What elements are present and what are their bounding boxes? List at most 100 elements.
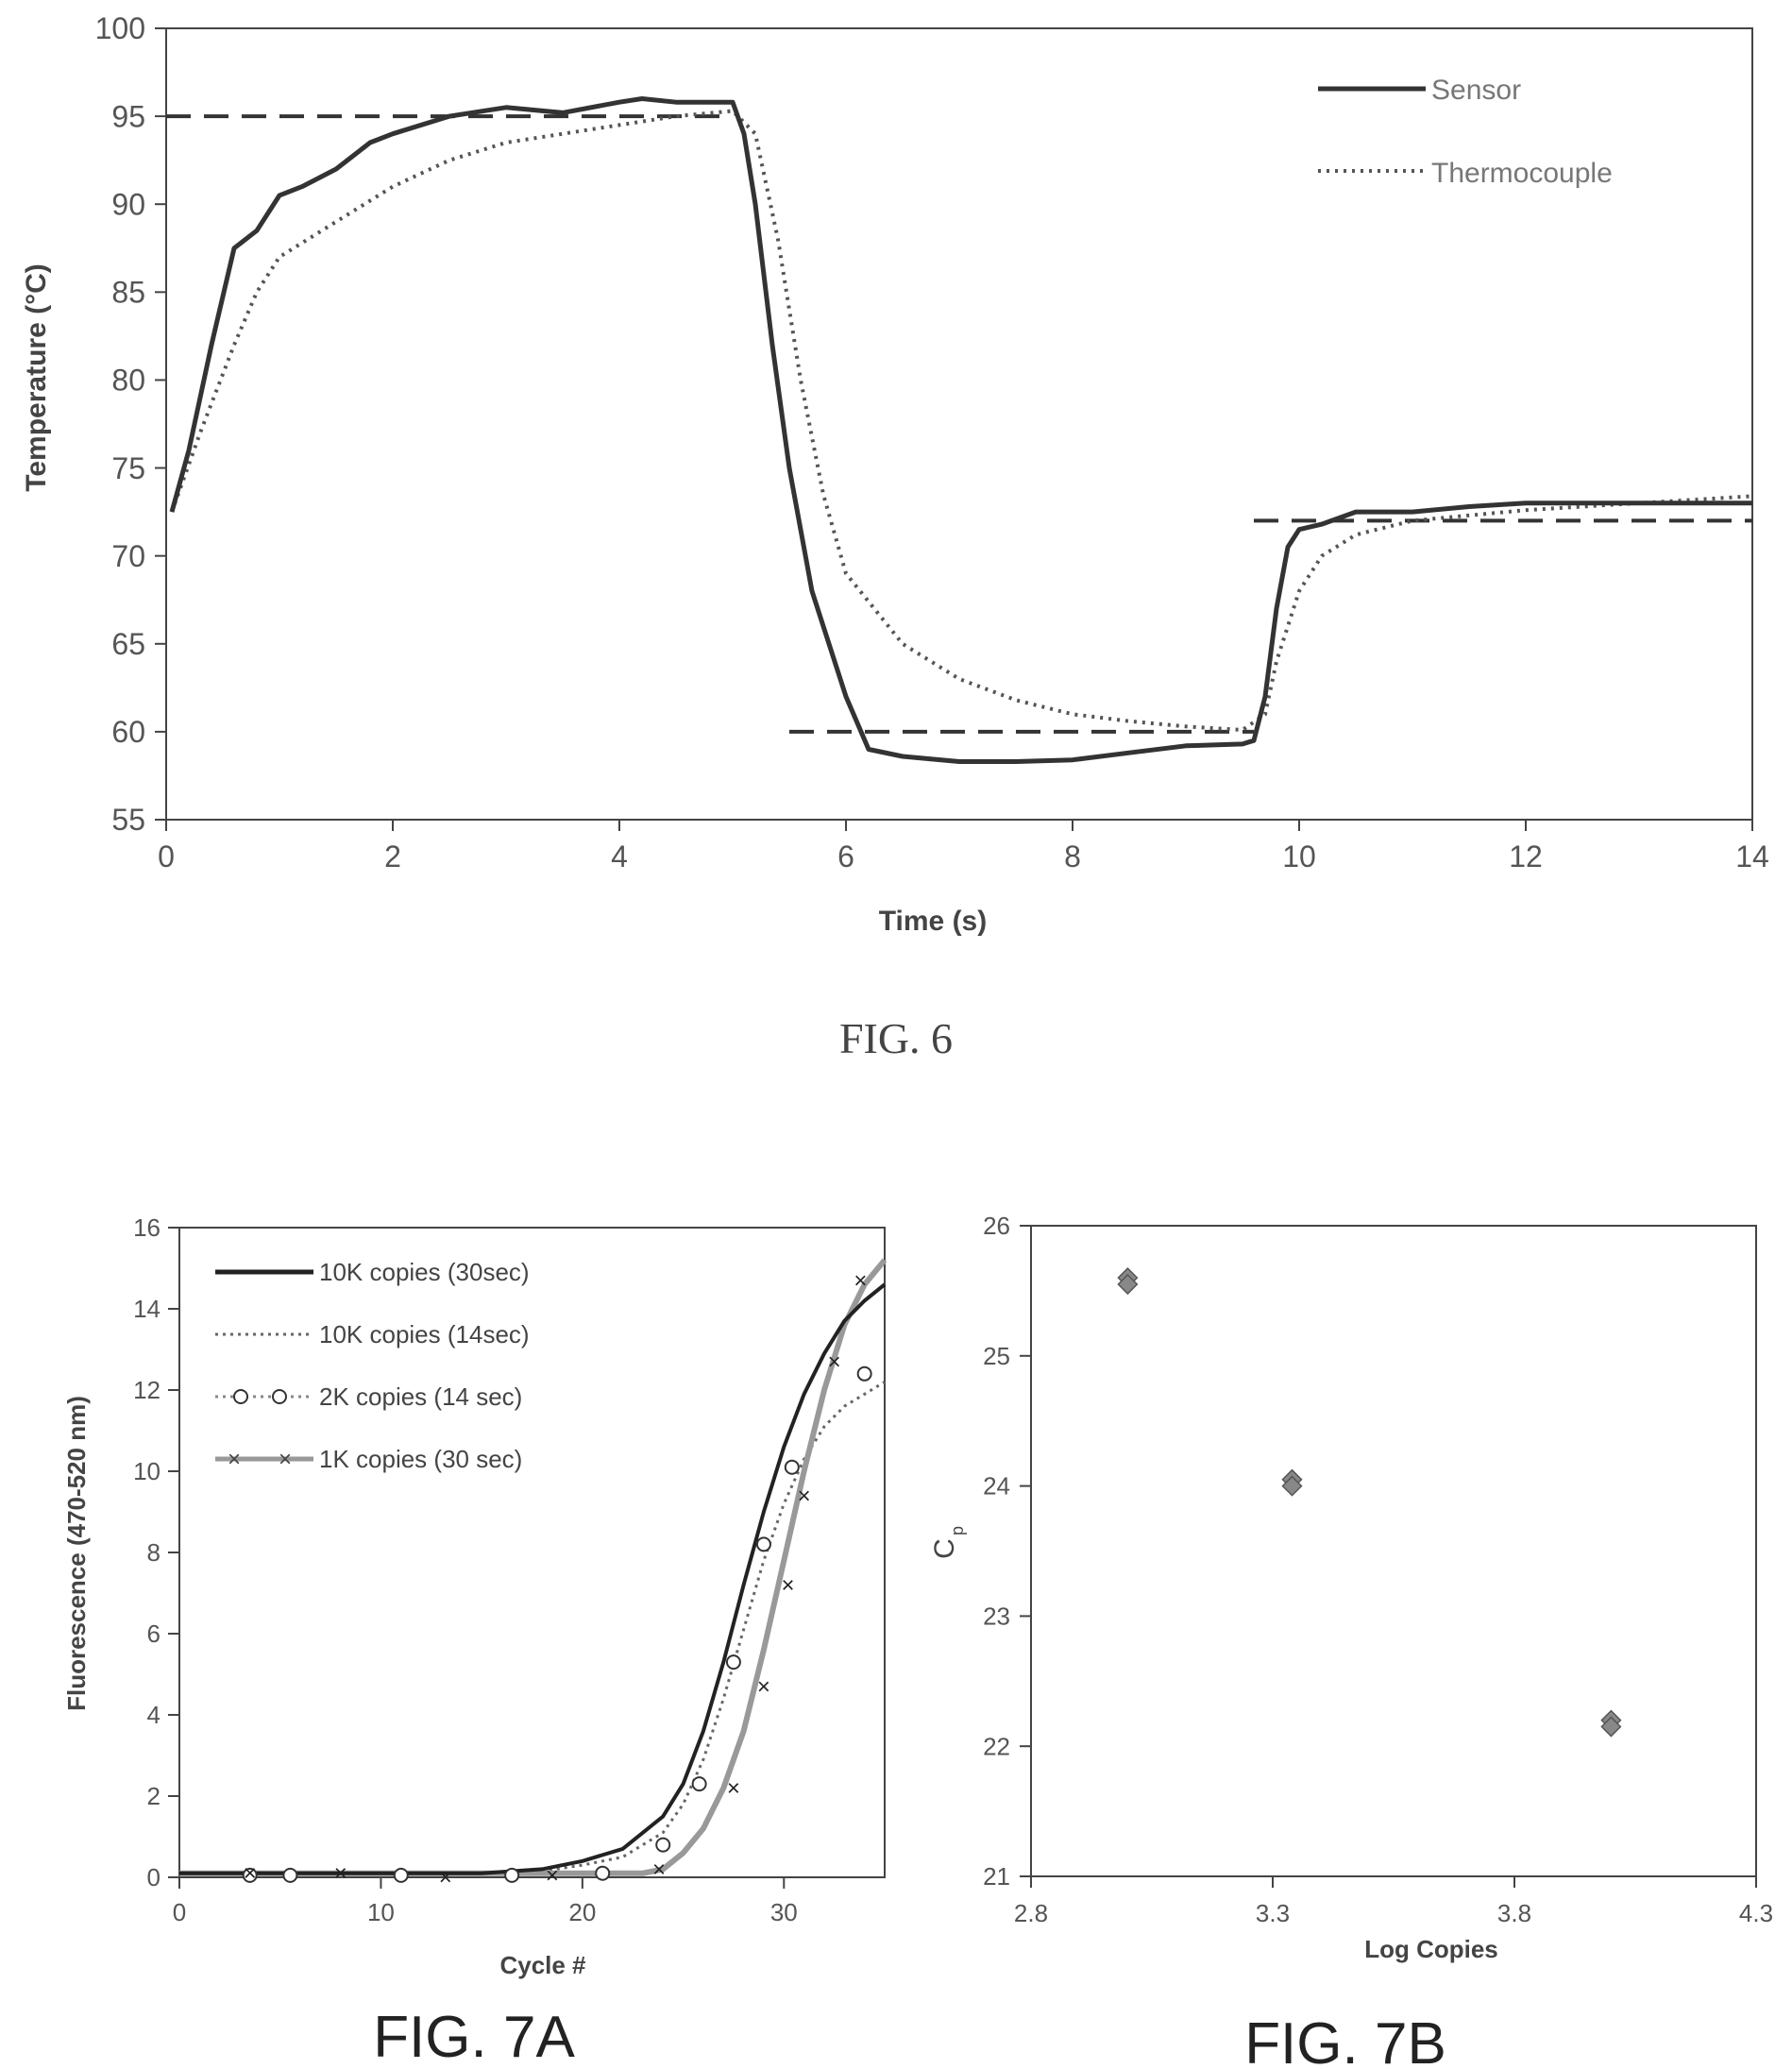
x-tick-label: 4.3 <box>1739 1899 1773 1927</box>
y-tick-label: 6 <box>147 1620 161 1648</box>
y-tick-label: 22 <box>983 1732 1010 1760</box>
marker-2k-circle <box>504 1867 520 1883</box>
series-10k-30sec <box>179 1282 887 1875</box>
marker-1k-x: × <box>546 1863 559 1889</box>
marker-1k-x: × <box>652 1857 666 1882</box>
y-tick-label: 25 <box>983 1342 1010 1370</box>
legend-label-2k-14: 2K copies (14 sec) <box>319 1382 522 1411</box>
marker-2k-circle <box>691 1776 707 1792</box>
legend-label-thermocouple: Thermocouple <box>1431 158 1613 189</box>
y-tick-label: 14 <box>133 1295 161 1323</box>
y-tick-label: 21 <box>983 1862 1010 1891</box>
y-tick-label: 10 <box>133 1457 161 1485</box>
y-tick-label: 65 <box>111 627 145 661</box>
fig6-legend: Sensor Thermocouple <box>1318 75 1613 189</box>
fig7b-caption: FIG. 7B <box>1244 2011 1446 2069</box>
fig7a-plot-frame <box>178 1227 886 1878</box>
legend-label-sensor: Sensor <box>1431 75 1521 106</box>
marker-2k-circle <box>393 1867 409 1883</box>
x-tick-label: 3.8 <box>1497 1899 1531 1927</box>
fig6-y-ticks: 55 60 65 70 75 80 85 90 95 100 <box>95 11 166 837</box>
marker-1k-x: × <box>244 1861 257 1887</box>
x-tick-label: 3.3 <box>1256 1899 1290 1927</box>
marker-1k-x: × <box>782 1572 795 1598</box>
y-tick-label: 23 <box>983 1603 1010 1631</box>
fig7b-y-axis-label: C p <box>929 1526 967 1559</box>
data-point-diamond <box>1600 1716 1622 1738</box>
marker-1k-x: × <box>828 1349 841 1375</box>
marker-1k-x: × <box>854 1268 867 1294</box>
y-tick-label: 26 <box>983 1212 1010 1240</box>
thermocouple-line <box>170 109 1753 733</box>
fig6-x-axis-label: Time (s) <box>879 906 987 937</box>
legend-marker-1k-a: × <box>228 1447 241 1472</box>
marker-2k-circle <box>856 1365 872 1382</box>
marker-2k-circle <box>655 1837 671 1853</box>
marker-1k-x: × <box>334 1861 347 1887</box>
x-tick-label: 2.8 <box>1014 1899 1048 1927</box>
y-tick-label: 60 <box>111 715 145 749</box>
x-tick-label: 4 <box>611 839 628 873</box>
marker-1k-x: × <box>757 1674 770 1700</box>
fig7b-series <box>1117 1267 1622 1738</box>
fig6-plot-frame <box>165 27 1753 821</box>
y-tick-label: 95 <box>111 99 145 133</box>
fig6-x-ticks: 0 2 4 6 8 10 12 14 <box>158 820 1769 873</box>
cp-label-sub: p <box>948 1526 967 1535</box>
sensor-line <box>169 96 1752 764</box>
legend-label-10k-14: 10K copies (14sec) <box>319 1320 530 1348</box>
x-tick-label: 0 <box>158 839 175 873</box>
y-tick-label: 100 <box>95 11 145 45</box>
y-tick-label: 70 <box>111 539 145 573</box>
fig7b-plot-frame <box>1030 1225 1757 1877</box>
marker-2k-circle <box>282 1867 298 1883</box>
x-tick-label: 0 <box>173 1898 186 1926</box>
fig7a-x-axis-label: Cycle # <box>499 1951 586 1979</box>
fig7a-y-ticks: 0 2 4 6 8 10 12 14 16 <box>133 1213 179 1891</box>
fig6-y-axis-label: Temperature (°C) <box>21 263 52 491</box>
legend-label-1k-30: 1K copies (30 sec) <box>319 1445 522 1473</box>
data-point-diamond <box>1117 1273 1139 1296</box>
marker-2k-circle <box>595 1865 611 1881</box>
legend-marker-2k-a <box>233 1389 248 1404</box>
fig7a-chart: 0 10 20 30 0 2 4 6 8 10 12 14 16 × × × × × × × × × × × Cycle … <box>62 1213 888 1979</box>
marker-2k-circle <box>784 1459 800 1475</box>
y-tick-label: 4 <box>147 1701 161 1729</box>
fig7a-series: × × × × × × × × × × × <box>179 1258 888 1891</box>
marker-1k-x: × <box>798 1484 811 1509</box>
fig7a-legend: 10K copies (30sec) 10K copies (14sec) 2K… <box>215 1258 530 1473</box>
fig7a-caption: FIG. 7A <box>373 2005 575 2069</box>
x-tick-label: 12 <box>1509 839 1543 873</box>
marker-2k-circle <box>725 1654 741 1670</box>
x-tick-label: 10 <box>1282 839 1316 873</box>
x-tick-label: 6 <box>837 839 854 873</box>
x-tick-label: 10 <box>367 1898 395 1926</box>
x-tick-label: 14 <box>1735 839 1769 873</box>
marker-1k-x: × <box>727 1775 740 1801</box>
y-tick-label: 85 <box>111 276 145 310</box>
legend-marker-1k-b: × <box>279 1447 292 1472</box>
cp-label-main: C <box>929 1538 960 1559</box>
legend-marker-2k-b <box>272 1389 287 1404</box>
fig7b-y-ticks: 21 22 23 24 25 26 <box>983 1212 1031 1891</box>
marker-2k-circle <box>242 1867 258 1883</box>
x-tick-label: 20 <box>568 1898 596 1926</box>
y-tick-label: 8 <box>147 1538 161 1567</box>
y-tick-label: 75 <box>111 451 145 485</box>
y-tick-label: 0 <box>147 1863 161 1891</box>
y-tick-label: 12 <box>133 1376 161 1404</box>
data-point-diamond <box>1281 1475 1303 1497</box>
fig7b-x-ticks: 2.8 3.3 3.8 4.3 <box>1014 1876 1773 1927</box>
legend-label-10k-30: 10K copies (30sec) <box>319 1258 530 1286</box>
y-tick-label: 24 <box>983 1472 1010 1501</box>
fig7b-x-axis-label: Log Copies <box>1364 1935 1498 1963</box>
x-tick-label: 30 <box>770 1898 798 1926</box>
fig7a-x-ticks: 0 10 20 30 <box>173 1877 798 1926</box>
marker-2k-circle <box>755 1536 771 1552</box>
marker-1k-x: × <box>439 1865 452 1891</box>
series-1k-30sec <box>179 1258 888 1876</box>
fig7b-chart: 2.8 3.3 3.8 4.3 21 22 23 24 25 26 Log Copies C p <box>929 1212 1773 1963</box>
y-tick-label: 16 <box>133 1213 161 1242</box>
fig6-series <box>166 96 1753 764</box>
